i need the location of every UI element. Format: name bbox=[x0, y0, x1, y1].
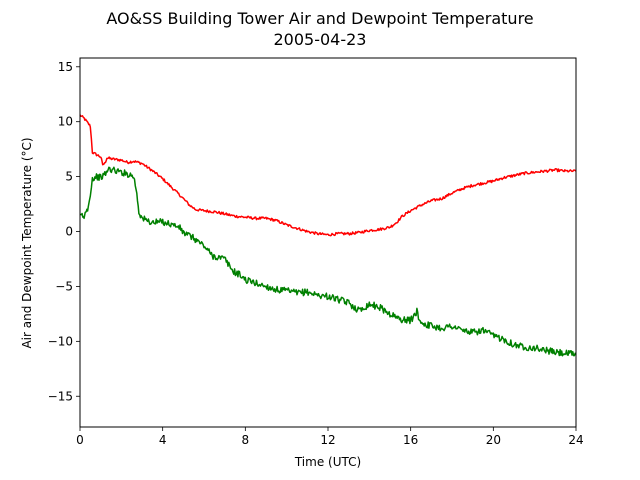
y-tick-label: −10 bbox=[48, 334, 73, 348]
x-axis-label: Time (UTC) bbox=[294, 455, 361, 469]
y-tick-label: −15 bbox=[48, 389, 73, 403]
x-tick-label: 8 bbox=[242, 433, 250, 447]
y-axis: −15 −10 −5 0 5 10 15 bbox=[48, 60, 80, 403]
x-tick-label: 12 bbox=[320, 433, 335, 447]
chart-subtitle: 2005-04-23 bbox=[274, 30, 367, 49]
y-axis-label: Air and Dewpoint Temperature (°C) bbox=[20, 137, 34, 348]
chart-title: AO&SS Building Tower Air and Dewpoint Te… bbox=[106, 9, 533, 28]
x-tick-label: 20 bbox=[486, 433, 501, 447]
x-tick-label: 0 bbox=[76, 433, 84, 447]
y-tick-label: 10 bbox=[58, 115, 73, 129]
y-tick-label: 5 bbox=[65, 170, 73, 184]
y-tick-label: 15 bbox=[58, 60, 73, 74]
y-tick-label: −5 bbox=[55, 279, 73, 293]
series-line-0 bbox=[79, 114, 577, 237]
x-tick-label: 16 bbox=[403, 433, 418, 447]
plot-frame bbox=[79, 57, 577, 428]
x-tick-label: 4 bbox=[159, 433, 167, 447]
x-axis: 0 4 8 12 16 20 24 bbox=[76, 427, 584, 447]
series-layer bbox=[79, 114, 577, 357]
x-tick-label: 24 bbox=[568, 433, 583, 447]
y-tick-label: 0 bbox=[65, 225, 73, 239]
series-line-1 bbox=[79, 166, 577, 357]
